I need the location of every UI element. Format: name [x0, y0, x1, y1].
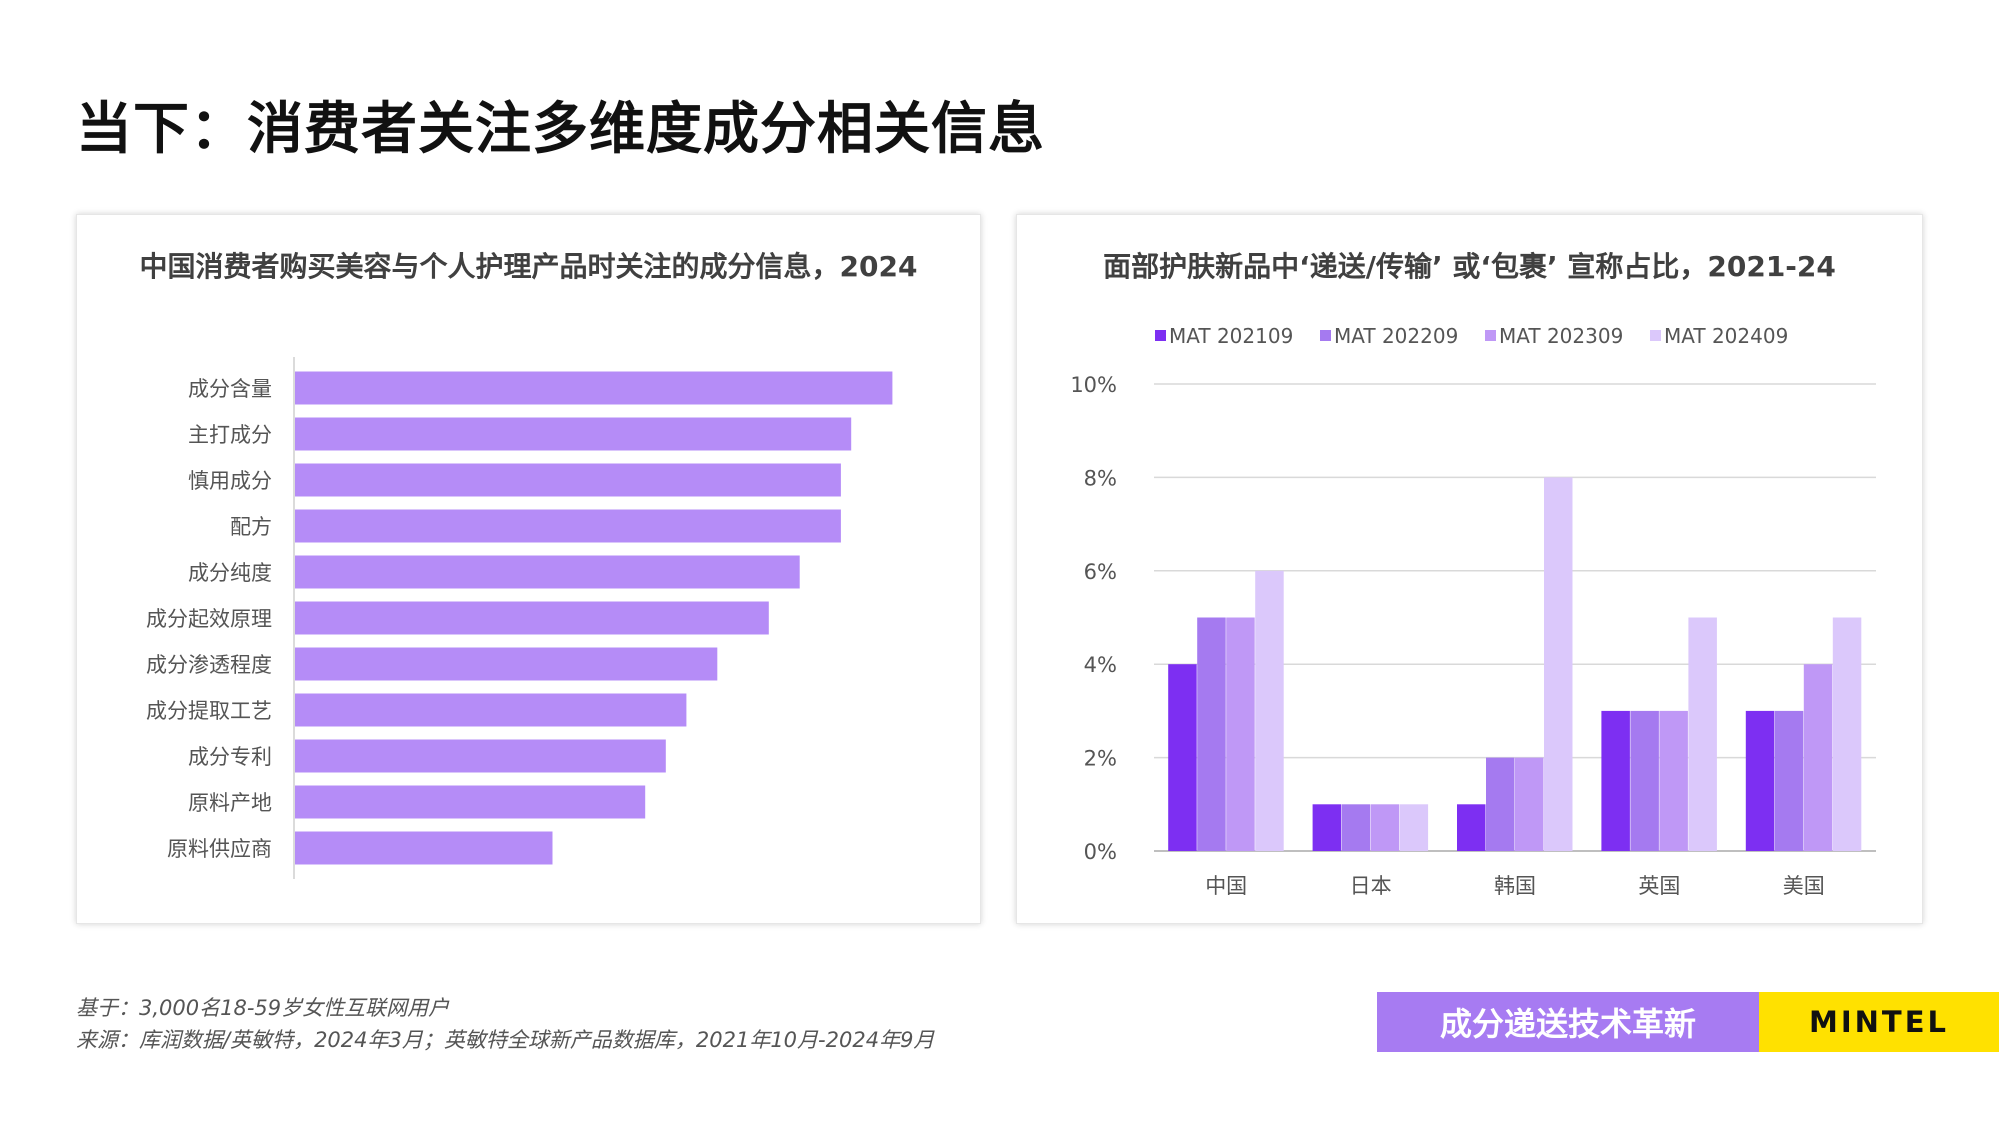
- legend-label: MAT 202309: [1499, 324, 1623, 348]
- x-category-label: 日本: [1350, 874, 1392, 898]
- bar-mat-202409: [1688, 617, 1717, 851]
- bar-mat-202309: [1226, 617, 1255, 851]
- legend-swatch: [1485, 330, 1496, 341]
- bar-mat-202309: [1370, 804, 1400, 851]
- category-label: 成分提取工艺: [146, 699, 272, 723]
- category-label: 成分含量: [188, 377, 272, 401]
- chart-title: 中国消费者购买美容与个人护理产品时关注的成分信息，2024: [139, 250, 918, 283]
- bar-mat-202309: [1659, 710, 1688, 851]
- base-footnote: 基于：3,000名18-59岁女性互联网用户: [76, 996, 450, 1020]
- bar-mat-202109: [1312, 804, 1342, 851]
- category-label: 主打成分: [188, 423, 272, 447]
- legend-swatch: [1155, 330, 1166, 341]
- chart-title: 面部护肤新品中‘递送/传输’ 或‘包裹’ 宣称占比，2021-24: [1103, 250, 1836, 283]
- ingredient-attention-chart-panel: 中国消费者购买美容与个人护理产品时关注的成分信息，2024 成分含量主打成分慎用…: [76, 214, 981, 924]
- bar-mat-202409: [1544, 477, 1573, 851]
- y-tick-label: 4%: [1084, 653, 1117, 677]
- bar: [295, 601, 769, 635]
- bar-mat-202309: [1803, 664, 1833, 851]
- bar: [295, 693, 687, 727]
- category-label: 原料产地: [188, 791, 272, 815]
- x-category-label: 中国: [1205, 874, 1247, 898]
- bar-mat-202209: [1486, 757, 1515, 851]
- x-category-label: 韩国: [1494, 874, 1536, 898]
- bar: [295, 371, 893, 405]
- bar: [295, 739, 666, 773]
- bar-mat-202209: [1197, 617, 1226, 851]
- horizontal-bar-chart: 成分含量主打成分慎用成分配方成分纯度成分起效原理成分渗透程度成分提取工艺成分专利…: [146, 357, 893, 879]
- category-label: 成分起效原理: [146, 607, 272, 631]
- bar: [295, 647, 718, 681]
- category-label: 成分渗透程度: [146, 653, 272, 677]
- bar-mat-202209: [1630, 710, 1659, 851]
- legend-label: MAT 202209: [1334, 324, 1458, 348]
- bar: [295, 831, 553, 865]
- y-tick-label: 6%: [1084, 560, 1117, 584]
- legend-label: MAT 202109: [1169, 324, 1293, 348]
- bar-mat-202109: [1168, 664, 1197, 851]
- category-label: 成分纯度: [188, 561, 272, 585]
- bar-mat-202409: [1832, 617, 1862, 851]
- y-tick-label: 2%: [1084, 747, 1117, 771]
- legend-swatch: [1320, 330, 1331, 341]
- bar-mat-202209: [1774, 710, 1804, 851]
- bar: [295, 555, 800, 589]
- grouped-bar-chart: 0% 2% 4% 6% 8% 10% 中国 日本 韩国 英国 美国 MAT 202109 MAT 202…: [1070, 324, 1876, 898]
- x-category-label: 英国: [1638, 874, 1680, 898]
- bar: [295, 785, 646, 819]
- category-label: 成分专利: [188, 745, 272, 769]
- delivery-claims-chart-panel: 面部护肤新品中‘递送/传输’ 或‘包裹’ 宣称占比，2021-24 0% 2% 4%…: [1016, 214, 1923, 924]
- bar: [295, 417, 852, 451]
- bar-mat-202309: [1515, 757, 1544, 851]
- category-label: 配方: [230, 515, 272, 539]
- bar: [295, 509, 841, 543]
- brand-logo: MINTEL: [1759, 992, 1999, 1052]
- y-tick-label: 0%: [1084, 840, 1117, 864]
- bar-mat-202409: [1399, 804, 1429, 851]
- y-tick-label: 8%: [1084, 466, 1117, 490]
- x-category-label: 美国: [1783, 874, 1825, 898]
- page-title: 当下：消费者关注多维度成分相关信息: [76, 97, 1045, 162]
- legend-swatch: [1650, 330, 1661, 341]
- topic-banner: 成分递送技术革新: [1377, 992, 1759, 1052]
- bar-mat-202409: [1255, 570, 1284, 851]
- source-footnote: 来源：库润数据/英敏特，2024年3月；英敏特全球新产品数据库，2021年10月…: [76, 1028, 935, 1052]
- bar-mat-202109: [1745, 710, 1775, 851]
- bar-mat-202209: [1341, 804, 1371, 851]
- bar-mat-202109: [1601, 710, 1630, 851]
- legend-label: MAT 202409: [1664, 324, 1788, 348]
- bar-mat-202109: [1457, 804, 1486, 851]
- y-tick-label: 10%: [1070, 373, 1117, 397]
- bar: [295, 463, 841, 497]
- category-label: 慎用成分: [188, 469, 272, 493]
- category-label: 原料供应商: [167, 837, 272, 861]
